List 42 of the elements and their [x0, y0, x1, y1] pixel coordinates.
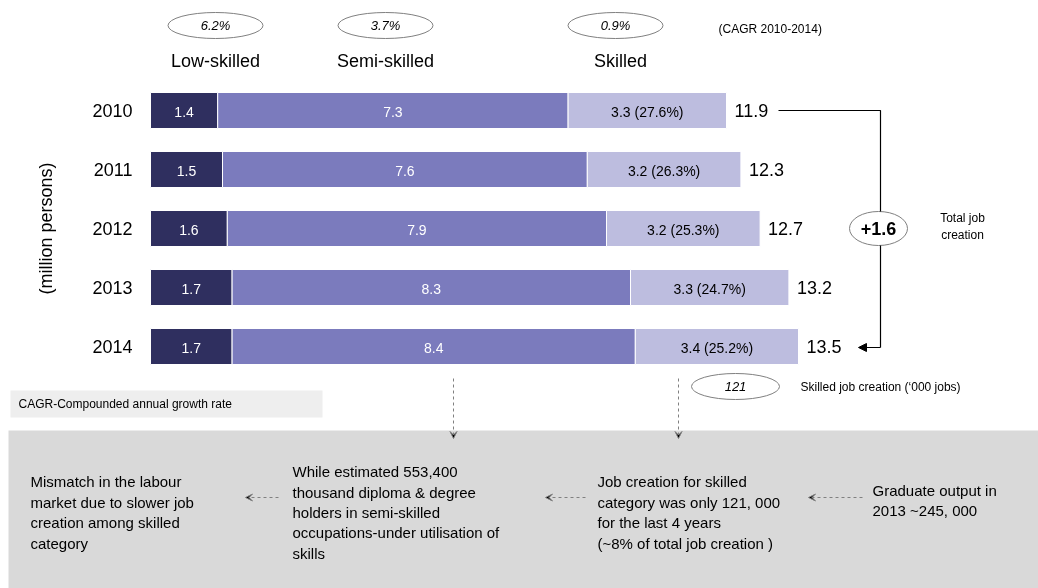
text: Job creation for skilled category was only 121, 000 for the last 4 years (~8% of total job creation ) — [597, 473, 781, 552]
y-tick-label: 2010 — [92, 101, 133, 121]
text: 6.2% — [200, 18, 231, 33]
text: Mismatch in the labour market due to slower job creation among skilled category — [30, 473, 194, 552]
total-label: 12.3 — [748, 160, 784, 180]
total-label: 11.9 — [734, 101, 769, 121]
data-label: 3.2 (26.3%) — [627, 162, 701, 179]
text: While estimated 553,400 thousand diploma & degree holders in semi-skilled occupations-under utilisation of skills — [292, 463, 501, 562]
data-label: 3.2 (25.3%) — [647, 221, 720, 238]
data-label: 3.3 (27.6%) — [611, 103, 684, 120]
data-label: 1.7 — [181, 339, 202, 356]
text: Total job creation — [940, 211, 986, 242]
series-label: Skilled — [593, 50, 648, 71]
text: (CAGR 2010-2014) — [718, 21, 822, 36]
text: 0.9% — [600, 18, 631, 33]
series-label: Low-skilled — [170, 50, 261, 71]
data-label: 3.3 (24.7%) — [673, 280, 746, 297]
data-label: 1.4 — [174, 103, 195, 120]
y-tick-label: 2012 — [92, 219, 133, 239]
total-label: 13.2 — [796, 278, 832, 298]
text: 121 — [724, 379, 747, 394]
text: 3.7% — [370, 18, 401, 33]
data-label: 3.4 (25.2%) — [680, 339, 754, 356]
text: Graduate output in 2013 ~245, 000 — [872, 481, 997, 520]
total-label: 13.5 — [806, 337, 842, 357]
y-tick-label: 2013 — [92, 278, 133, 298]
data-label: 7.3 — [383, 103, 403, 120]
y-tick-label: 2011 — [93, 160, 133, 180]
data-label: 8.3 — [421, 280, 442, 297]
data-label: 1.6 — [179, 221, 199, 238]
data-label: 7.6 — [395, 162, 415, 179]
series-label: Semi-skilled — [336, 50, 435, 71]
data-label: 7.9 — [407, 221, 427, 238]
total-label: 12.7 — [768, 219, 804, 239]
text: +1.6 — [860, 219, 897, 239]
text: Skilled job creation (‘000 jobs) — [800, 379, 961, 394]
data-label: 1.5 — [176, 162, 197, 179]
y-axis-title: (million persons) — [35, 162, 56, 295]
y-tick-label: 2014 — [92, 337, 133, 357]
text: CAGR-Compounded annual growth rate — [18, 396, 233, 411]
data-label: 8.4 — [423, 339, 444, 356]
data-label: 1.7 — [181, 280, 202, 297]
